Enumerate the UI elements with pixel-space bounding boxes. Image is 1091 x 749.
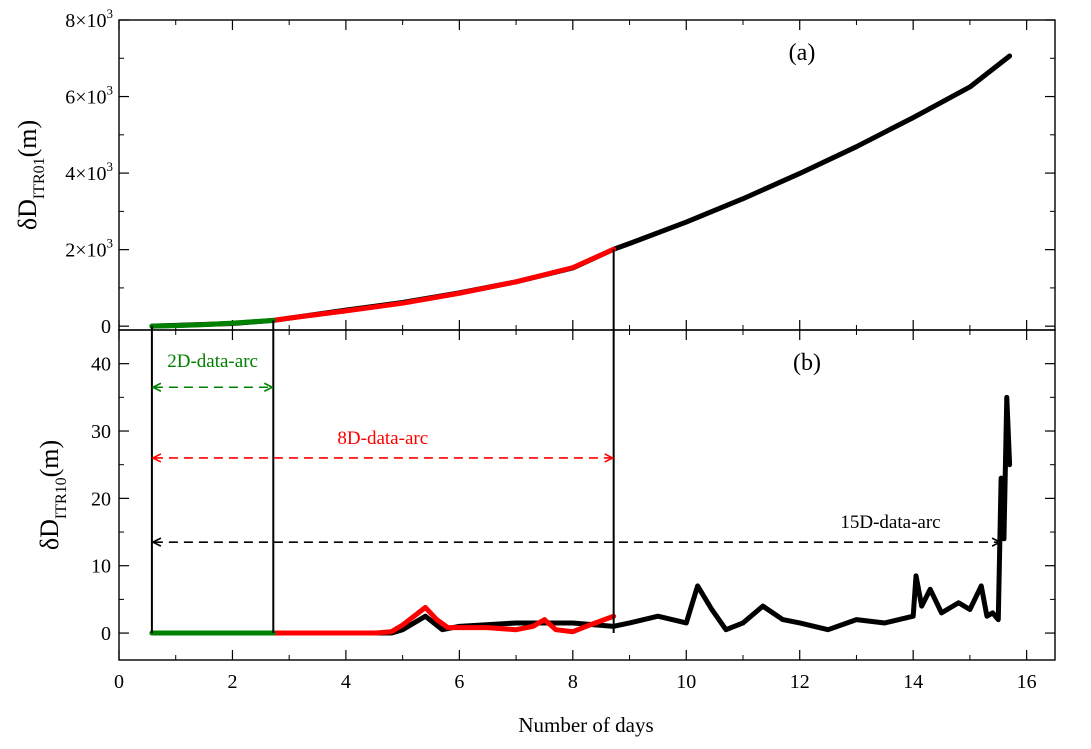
panel-a-series-15D [149,53,1013,329]
panel-b-series-15D [270,394,1013,636]
data-arc-arrow-left [151,537,162,547]
x-tick-label: 12 [790,671,810,693]
panel-b-ylabel-unit: (m) [35,440,64,478]
x-tick-label: 6 [454,671,464,693]
arc-marker-lines [150,249,615,634]
data-arc-arrow-right [263,382,275,392]
panel-b-ytick-label: 40 [91,354,111,376]
svg-text:δDITR01(m): δDITR01(m) [13,120,48,230]
x-tick-label: 4 [341,671,351,693]
panel-a-ylabel-main: δD [13,199,42,230]
panel-a-y-title: δDITR01(m) [13,120,48,230]
panel-a-ylabel-unit: (m) [13,120,42,158]
panel-b-y-title: δDITR10(m) [35,440,70,550]
panel-b-frame [118,329,1056,661]
panel-b-ylabel-sub: ITR10 [53,477,70,519]
panel-b-tag: (b) [793,350,821,376]
data-arc-label: 2D-data-arc [167,351,258,372]
data-arc-arrow-right [991,537,1002,547]
x-tick-label: 2 [227,671,237,693]
panel-a-frame [118,19,1056,331]
panel-b-ytick-label: 30 [91,421,111,443]
x-axis-title: Number of days [518,713,653,737]
x-tick-label: 8 [568,671,578,693]
data-arc-arrow-right [604,453,615,463]
series [149,53,1013,636]
panel-b-ylabel-main: δD [35,519,64,550]
panel-a-ytick-label: 6×103 [65,83,113,109]
panel-b-ytick-label: 10 [91,556,111,578]
panel-a-ytick-label: 4×103 [65,159,113,185]
data-arc-label: 8D-data-arc [337,428,428,449]
panel-a-ytick-label: 0 [101,316,111,338]
x-tick-label: 14 [903,671,923,693]
panel-a-ylabel-sub: ITR01 [31,157,48,199]
x-tick-label: 16 [1017,671,1037,693]
data-arc-label: 15D-data-arc [840,512,940,533]
data-arcs [151,382,1002,547]
panel-b-ytick-label: 0 [101,623,111,645]
panel-a-series-2D [149,317,276,329]
panel-b-ytick-label: 20 [91,488,111,510]
data-arc-arrow-left [151,382,162,392]
x-tick-label: 10 [676,671,696,693]
x-tick-label: 0 [114,671,124,693]
panel-a-ytick-label: 8×103 [65,6,113,32]
panel-b-series-8D [270,604,617,636]
panel-a-series-8D [270,246,617,323]
panel-a-ytick-label: 2×103 [65,236,113,262]
data-arc-arrow-left [151,453,162,463]
svg-text:δDITR10(m): δDITR10(m) [35,440,70,550]
panel-a-tag: (a) [789,40,816,66]
tick-marks [118,19,1055,660]
